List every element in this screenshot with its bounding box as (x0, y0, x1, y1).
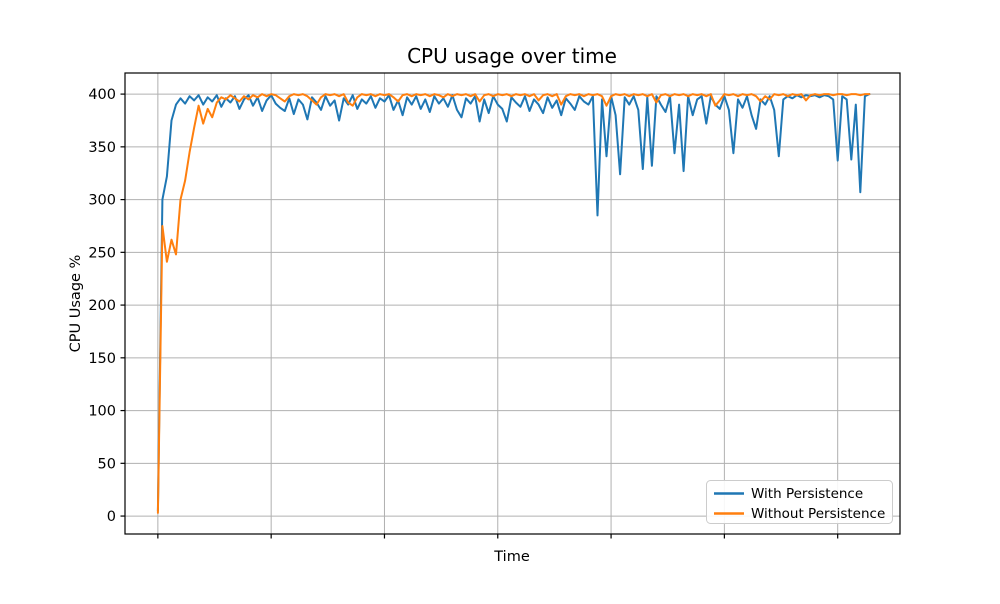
series-line-without-persistence (156, 93, 871, 514)
legend-label-with-persistence: With Persistence (751, 486, 863, 502)
y-tick-label: 200 (88, 298, 116, 314)
series-line-with-persistence (156, 93, 871, 512)
y-tick-label: 0 (107, 509, 116, 525)
gridlines (125, 73, 900, 534)
y-tick-label: 400 (88, 87, 116, 103)
legend: With Persistence Without Persistence (706, 480, 893, 524)
y-tick-label: 50 (98, 456, 116, 472)
legend-box (706, 480, 893, 524)
y-tick-label: 250 (88, 245, 116, 261)
legend-label-without-persistence: Without Persistence (751, 506, 885, 522)
chart-title: CPU usage over time (407, 44, 617, 68)
y-tick-label: 350 (88, 140, 116, 156)
y-axis-label: CPU Usage % (68, 255, 84, 353)
y-tick-label: 150 (88, 351, 116, 367)
series-lines (156, 93, 871, 514)
y-tick-label: 300 (88, 193, 116, 209)
x-axis-label: Time (493, 549, 530, 565)
y-tick-label: 100 (88, 404, 116, 420)
axis-ticks (120, 93, 839, 539)
y-tick-labels: 0 50 100 150 200 250 300 350 400 (88, 87, 116, 525)
plot-border (124, 72, 901, 535)
